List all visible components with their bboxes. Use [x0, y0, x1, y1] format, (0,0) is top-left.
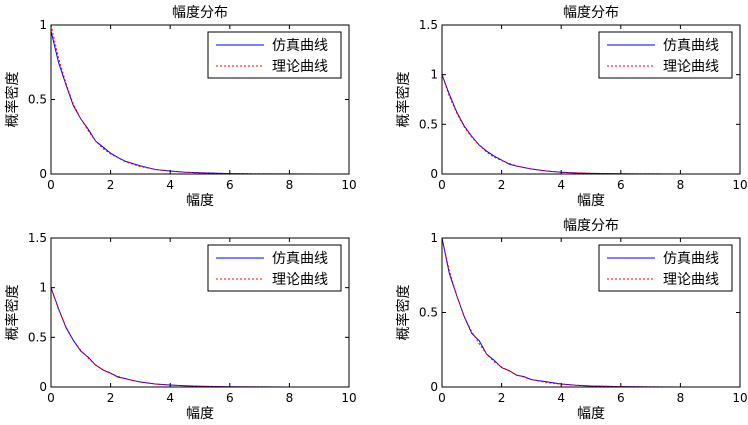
x-tick-label: 8 — [286, 178, 294, 192]
y-tick-label: 1 — [430, 231, 438, 245]
y-tick-label: 1.5 — [28, 231, 47, 245]
x-tick-label: 6 — [617, 391, 625, 405]
y-axis-label: 概率密度 — [395, 72, 412, 128]
legend-box — [598, 31, 733, 79]
y-axis-label: 概率密度 — [4, 72, 21, 128]
x-tick-label: 2 — [107, 178, 115, 192]
y-tick-label: 0.5 — [28, 93, 47, 107]
x-tick-label: 8 — [286, 391, 294, 405]
y-tick-label: 1 — [430, 68, 438, 82]
axes-box — [50, 237, 350, 388]
legend-box — [207, 244, 342, 292]
x-tick-label: 0 — [47, 391, 55, 405]
x-tick-label: 0 — [438, 178, 446, 192]
y-tick-label: 1 — [39, 281, 47, 295]
theory-curve — [442, 74, 740, 174]
y-tick-label: 1.5 — [419, 18, 438, 32]
x-tick-label: 10 — [732, 391, 747, 405]
y-tick-label: 0 — [430, 380, 438, 394]
simulation-curve — [442, 74, 740, 174]
legend-label: 仿真曲线 — [272, 38, 328, 54]
x-tick-label: 6 — [226, 391, 234, 405]
legend-label: 仿真曲线 — [272, 251, 328, 267]
legend-label: 理论曲线 — [663, 272, 719, 288]
y-axis-label: 概率密度 — [4, 285, 21, 341]
axes-box — [441, 24, 741, 175]
x-tick-label: 0 — [47, 178, 55, 192]
x-tick-label: 6 — [226, 178, 234, 192]
x-tick-label: 2 — [498, 391, 506, 405]
legend-label: 仿真曲线 — [663, 38, 719, 54]
x-tick-label: 2 — [498, 178, 506, 192]
x-axis-label: 幅度 — [577, 193, 605, 209]
x-tick-label: 10 — [341, 178, 356, 192]
chart-title: 幅度分布 — [563, 5, 619, 21]
y-tick-label: 1 — [39, 18, 47, 32]
y-tick-label: 0 — [430, 167, 438, 181]
theory-curve — [51, 287, 349, 387]
legend-box — [207, 31, 342, 79]
x-axis-label: 幅度 — [186, 193, 214, 209]
y-tick-label: 0 — [39, 167, 47, 181]
legend-box — [598, 244, 733, 292]
x-tick-label: 0 — [438, 391, 446, 405]
legend-label: 理论曲线 — [272, 272, 328, 288]
y-tick-label: 0 — [39, 380, 47, 394]
x-tick-label: 2 — [107, 391, 115, 405]
x-tick-label: 8 — [677, 391, 685, 405]
y-axis-label: 概率密度 — [395, 285, 412, 341]
x-tick-label: 10 — [732, 178, 747, 192]
legend-label: 理论曲线 — [663, 59, 719, 75]
x-axis-label: 幅度 — [186, 406, 214, 422]
x-tick-label: 10 — [341, 391, 356, 405]
y-tick-label: 0.5 — [28, 330, 47, 344]
y-tick-label: 0.5 — [419, 117, 438, 131]
x-tick-label: 6 — [617, 178, 625, 192]
x-axis-label: 幅度 — [577, 406, 605, 422]
chart-title: 幅度分布 — [563, 218, 619, 234]
simulation-curve — [51, 287, 305, 387]
legend-label: 仿真曲线 — [663, 251, 719, 267]
y-tick-label: 0.5 — [419, 306, 438, 320]
x-tick-label: 4 — [557, 178, 565, 192]
chart-title: 幅度分布 — [172, 5, 228, 21]
legend-label: 理论曲线 — [272, 59, 328, 75]
x-tick-label: 4 — [557, 391, 565, 405]
x-tick-label: 8 — [677, 178, 685, 192]
x-tick-label: 4 — [166, 391, 174, 405]
x-tick-label: 4 — [166, 178, 174, 192]
